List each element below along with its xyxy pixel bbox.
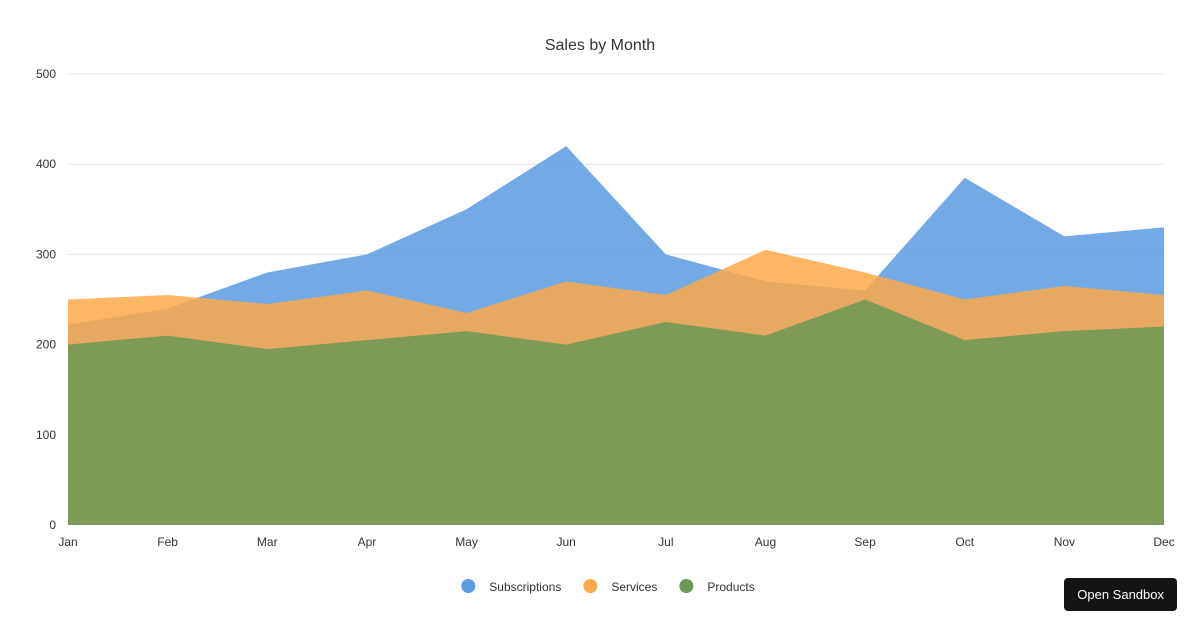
x-tick-label: Jun — [557, 535, 576, 549]
legend-marker — [583, 579, 597, 593]
x-tick-label: Dec — [1153, 535, 1174, 549]
x-axis-ticks: Jan Feb Mar Apr May Jun Jul Aug Sep Oct Nov Dec — [58, 535, 1174, 549]
x-tick-label: Oct — [955, 535, 974, 549]
legend-item-subscriptions[interactable]: Subscriptions — [461, 579, 561, 594]
x-tick-label: Mar — [257, 535, 278, 549]
y-tick-label: 400 — [36, 157, 56, 171]
x-tick-label: Apr — [358, 535, 377, 549]
chart-title: Sales by Month — [545, 37, 655, 54]
legend[interactable]: Subscriptions Services Products — [461, 579, 754, 594]
x-tick-label: May — [455, 535, 478, 549]
legend-marker — [461, 579, 475, 593]
y-tick-label: 500 — [36, 67, 56, 81]
x-tick-label: Feb — [157, 535, 178, 549]
x-tick-label: Nov — [1054, 535, 1075, 549]
legend-item-products[interactable]: Products — [679, 579, 754, 594]
x-tick-label: Jan — [58, 535, 77, 549]
y-tick-label: 100 — [36, 428, 56, 442]
x-tick-label: Aug — [755, 535, 776, 549]
y-tick-label: 300 — [36, 247, 56, 261]
y-tick-label: 200 — [36, 338, 56, 352]
y-axis-ticks: 0 100 200 300 400 500 — [36, 67, 56, 532]
open-sandbox-button[interactable]: Open Sandbox — [1064, 578, 1177, 611]
legend-marker — [679, 579, 693, 593]
legend-label: Products — [707, 580, 754, 594]
legend-label: Services — [611, 580, 657, 594]
legend-item-services[interactable]: Services — [583, 579, 657, 594]
x-tick-label: Sep — [854, 535, 876, 549]
legend-label: Subscriptions — [489, 580, 561, 594]
x-tick-label: Jul — [658, 535, 673, 549]
y-tick-label: 0 — [49, 518, 56, 532]
series-areas — [68, 146, 1164, 525]
